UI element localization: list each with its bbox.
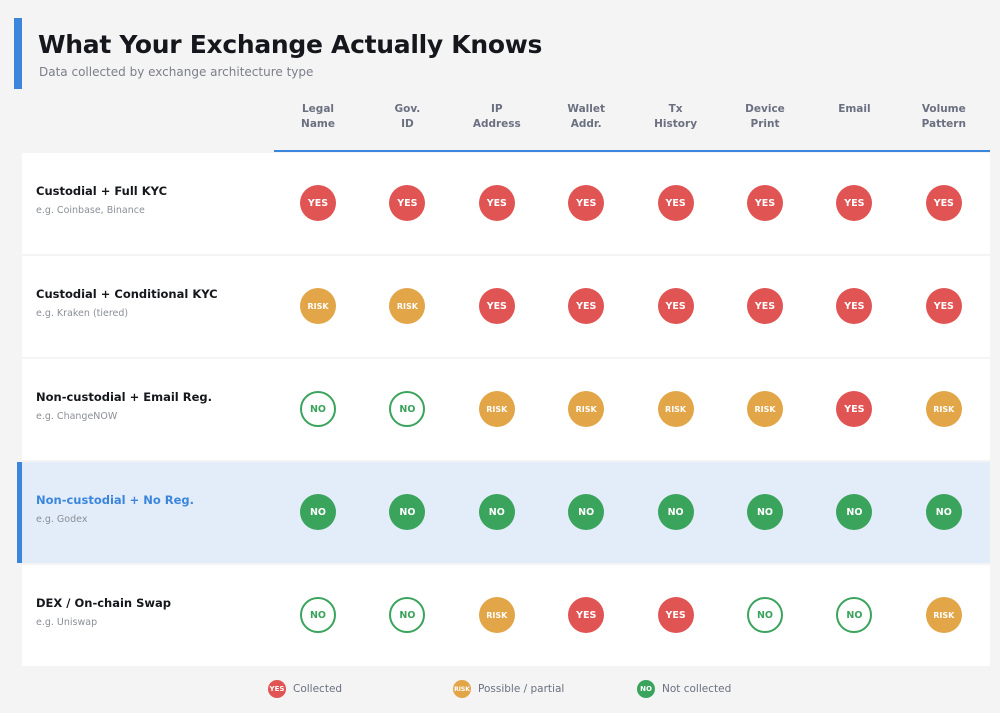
- status-badge: YES: [747, 185, 783, 221]
- status-badge: RISK: [300, 288, 336, 324]
- row-example: e.g. Uniswap: [36, 617, 98, 628]
- status-badge: YES: [568, 185, 605, 221]
- status-badge: NO: [389, 494, 426, 530]
- table-row: Non-custodial + Email Reg. e.g. ChangeNOW…: [22, 359, 990, 460]
- column-header: Email: [809, 102, 899, 117]
- table-row: Non-custodial + No Reg. e.g. Godex NO NO NO N…: [17, 462, 990, 563]
- column-header-line: Tx: [668, 103, 683, 115]
- status-badge: YES: [478, 288, 515, 324]
- column-header-line: Device: [745, 103, 785, 115]
- status-badge: YES: [836, 185, 873, 221]
- row-name: DEX / On-chain Swap: [36, 596, 172, 610]
- column-header-line: Pattern: [921, 118, 966, 130]
- column-header-line: Address: [472, 118, 521, 130]
- status-badge: YES: [657, 288, 694, 324]
- column-header-line: Email: [838, 103, 871, 115]
- row-name: Non-custodial + Email Reg.: [36, 390, 212, 404]
- status-badge: NO: [747, 597, 783, 633]
- column-header: Device Print: [720, 102, 810, 132]
- status-badge: RISK: [925, 597, 962, 633]
- row-accent: [17, 462, 22, 563]
- column-header: Tx History: [631, 102, 721, 132]
- row-name: Custodial + Full KYC: [36, 184, 168, 198]
- row-example: e.g. Godex: [36, 514, 88, 525]
- status-badge: NO: [389, 391, 426, 427]
- table-row: DEX / On-chain Swap e.g. Uniswap NO NO RISK Y…: [22, 565, 990, 666]
- status-badge: NO: [925, 494, 962, 530]
- column-header-line: IP: [490, 103, 503, 115]
- header-rule: [274, 150, 990, 152]
- legend-badge: NO: [637, 680, 655, 698]
- column-header-line: Wallet: [567, 103, 605, 115]
- column-header-line: History: [654, 118, 698, 130]
- column-header: IP Address: [452, 102, 542, 132]
- legend-label: Not collected: [662, 683, 732, 695]
- status-badge: NO: [657, 494, 694, 530]
- column-header-line: Print: [750, 118, 780, 130]
- column-header-line: Name: [301, 118, 335, 130]
- column-header-line: Gov.: [394, 103, 421, 115]
- status-badge: YES: [925, 288, 962, 324]
- status-badge: YES: [747, 288, 783, 324]
- status-badge: RISK: [478, 597, 515, 633]
- status-badge: RISK: [657, 391, 694, 427]
- status-badge: YES: [657, 185, 694, 221]
- row-example: e.g. Kraken (tiered): [36, 308, 129, 319]
- status-badge: NO: [568, 494, 605, 530]
- column-header: Wallet Addr.: [541, 102, 631, 132]
- status-badge: YES: [836, 288, 873, 324]
- status-badge: NO: [300, 494, 336, 530]
- status-badge: YES: [836, 391, 873, 427]
- status-badge: NO: [836, 597, 873, 633]
- status-badge: YES: [478, 185, 515, 221]
- row-name: Non-custodial + No Reg.: [36, 493, 195, 507]
- status-badge: YES: [657, 597, 694, 633]
- row-name: Custodial + Conditional KYC: [36, 287, 218, 301]
- status-badge: RISK: [389, 288, 426, 324]
- column-header-line: Addr.: [570, 118, 602, 130]
- legend-label: Collected: [293, 683, 343, 695]
- row-example: e.g. ChangeNOW: [36, 411, 118, 422]
- status-badge: NO: [478, 494, 515, 530]
- status-badge: NO: [300, 391, 336, 427]
- legend-badge: YES: [268, 680, 286, 698]
- title: What Your Exchange Actually Knows: [38, 30, 543, 59]
- column-header-line: Legal: [301, 103, 334, 115]
- legend-badge: RISK: [453, 680, 471, 698]
- column-header: Volume Pattern: [899, 102, 989, 132]
- column-header-line: ID: [401, 118, 414, 130]
- column-header: Legal Name: [273, 102, 363, 132]
- status-badge: NO: [836, 494, 873, 530]
- legend-label: Possible / partial: [478, 683, 565, 695]
- table-row: Custodial + Full KYC e.g. Coinbase, Binan…: [22, 153, 990, 254]
- table-row: Custodial + Conditional KYC e.g. Kraken (…: [22, 256, 990, 357]
- column-header-line: Volume: [921, 103, 966, 115]
- row-example: e.g. Coinbase, Binance: [36, 205, 145, 216]
- status-badge: YES: [389, 185, 426, 221]
- subtitle: Data collected by exchange architecture …: [39, 65, 314, 79]
- status-badge: RISK: [747, 391, 783, 427]
- status-badge: YES: [568, 597, 605, 633]
- status-badge: YES: [925, 185, 962, 221]
- status-badge: RISK: [478, 391, 515, 427]
- status-badge: NO: [300, 597, 336, 633]
- title-accent: [14, 18, 22, 89]
- status-badge: RISK: [568, 391, 605, 427]
- status-badge: YES: [300, 185, 336, 221]
- column-header: Gov. ID: [362, 102, 452, 132]
- status-badge: NO: [389, 597, 426, 633]
- status-badge: NO: [747, 494, 783, 530]
- status-badge: YES: [568, 288, 605, 324]
- status-badge: RISK: [925, 391, 962, 427]
